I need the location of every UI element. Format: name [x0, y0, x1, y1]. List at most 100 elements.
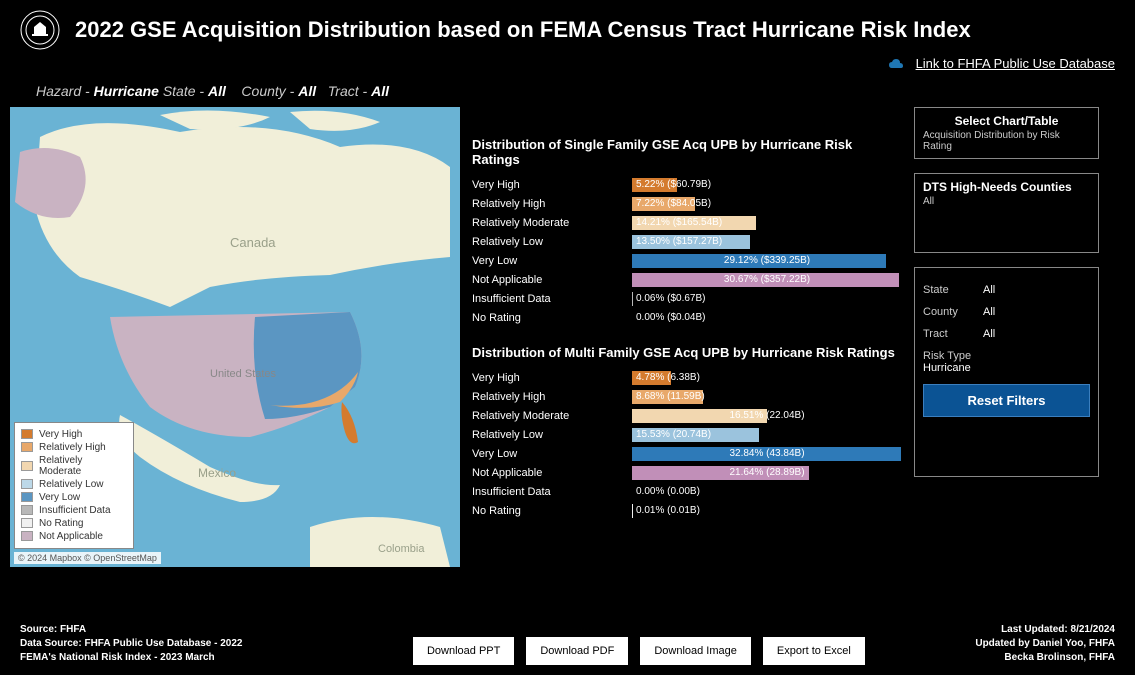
- bar-label: Very Low: [472, 255, 632, 267]
- hazard-value: Hurricane: [94, 83, 159, 99]
- header: 2022 GSE Acquisition Distribution based …: [0, 0, 1135, 50]
- export-excel-button[interactable]: Export to Excel: [763, 637, 865, 665]
- bar-row[interactable]: Not Applicable30.67% ($357.22B): [472, 272, 902, 289]
- county-value: All: [298, 83, 316, 99]
- download-image-button[interactable]: Download Image: [640, 637, 751, 665]
- map-label-colombia: Colombia: [378, 543, 425, 555]
- bar-value-text: 15.53% (20.74B): [636, 428, 711, 442]
- bar-label: Very High: [472, 372, 632, 384]
- bar-value-text: 0.00% (0.00B): [636, 485, 700, 499]
- dts-panel[interactable]: DTS High-Needs Counties All: [914, 173, 1099, 253]
- filter-state[interactable]: State All: [923, 284, 1090, 296]
- chart-multi-family: Distribution of Multi Family GSE Acq UPB…: [472, 345, 902, 520]
- filter-county[interactable]: County All: [923, 306, 1090, 318]
- map-column: Canada United States Mexico Colombia Ver…: [10, 107, 460, 567]
- bar-row[interactable]: Insufficient Data 0.00% (0.00B): [472, 484, 902, 501]
- bar-value-text: 0.00% ($0.04B): [636, 311, 706, 325]
- bar-label: Relatively Moderate: [472, 410, 632, 422]
- bar-track: 0.00% (0.00B): [632, 485, 902, 499]
- download-pdf-button[interactable]: Download PDF: [526, 637, 628, 665]
- bar-row[interactable]: No Rating0.01% (0.01B): [472, 503, 902, 520]
- select-chart-panel[interactable]: Select Chart/Table Acquisition Distribut…: [914, 107, 1099, 159]
- bar-track: 16.51% (22.04B): [632, 409, 902, 423]
- updated-line-2: Updated by Daniel Yoo, FHFA: [975, 637, 1115, 651]
- bar-track: 13.50% ($157.27B): [632, 235, 902, 249]
- bar-value-text: 7.22% ($84.05B): [636, 197, 711, 211]
- filter-tract[interactable]: Tract All: [923, 328, 1090, 340]
- bar-row[interactable]: Very High 4.78% (6.38B): [472, 370, 902, 387]
- bar-row[interactable]: Very Low32.84% (43.84B): [472, 446, 902, 463]
- bar-track: 30.67% ($357.22B): [632, 273, 902, 287]
- state-label: State -: [163, 83, 204, 99]
- bar-row[interactable]: Insufficient Data 0.06% ($0.67B): [472, 291, 902, 308]
- footer: Source: FHFA Data Source: FHFA Public Us…: [0, 623, 1135, 665]
- bar-value-text: 32.84% (43.84B): [729, 447, 804, 461]
- map-label-canada: Canada: [230, 235, 276, 250]
- bar-label: Relatively High: [472, 198, 632, 210]
- select-chart-title: Select Chart/Table: [923, 114, 1090, 128]
- bar-value-text: 8.68% (11.59B): [636, 390, 705, 404]
- legend-swatch: [21, 531, 33, 541]
- map-attribution: © 2024 Mapbox © OpenStreetMap: [14, 552, 161, 564]
- legend-item: Not Applicable: [21, 531, 127, 542]
- bar-row[interactable]: Very Low 29.12% ($339.25B): [472, 253, 902, 270]
- filters-panel: State All County All Tract All Risk Type…: [914, 267, 1099, 477]
- bar-label: Not Applicable: [472, 274, 632, 286]
- legend-label: No Rating: [39, 518, 83, 529]
- bar-label: Relatively Low: [472, 236, 632, 248]
- county-label: County -: [241, 83, 294, 99]
- bar-track: 7.22% ($84.05B): [632, 197, 902, 211]
- dts-title: DTS High-Needs Counties: [923, 180, 1090, 194]
- bar-track: 0.06% ($0.67B): [632, 292, 902, 306]
- bar-row[interactable]: Very High5.22% ($60.79B): [472, 177, 902, 194]
- database-link[interactable]: Link to FHFA Public Use Database: [916, 56, 1115, 71]
- bar-label: No Rating: [472, 505, 632, 517]
- bar-row[interactable]: Relatively Moderate16.51% (22.04B): [472, 408, 902, 425]
- legend-item: Relatively High: [21, 442, 127, 453]
- bar-value-text: 4.78% (6.38B): [636, 371, 700, 385]
- legend-swatch: [21, 492, 33, 502]
- legend-item: Relatively Moderate: [21, 455, 127, 477]
- database-link-row: Link to FHFA Public Use Database: [0, 50, 1135, 73]
- side-column: Select Chart/Table Acquisition Distribut…: [914, 107, 1099, 567]
- bar-row[interactable]: Relatively Low 15.53% (20.74B): [472, 427, 902, 444]
- bar-value-text: 29.12% ($339.25B): [724, 254, 810, 268]
- legend-label: Very Low: [39, 492, 80, 503]
- hazard-label: Hazard -: [36, 83, 90, 99]
- source-line-2: Data Source: FHFA Public Use Database - …: [20, 637, 243, 651]
- state-value: All: [208, 83, 226, 99]
- chart1-title: Distribution of Single Family GSE Acq UP…: [472, 137, 902, 167]
- map[interactable]: Canada United States Mexico Colombia Ver…: [10, 107, 460, 567]
- bar-row[interactable]: Relatively Low13.50% ($157.27B): [472, 234, 902, 251]
- legend-swatch: [21, 429, 33, 439]
- legend-swatch: [21, 505, 33, 515]
- chart2-title: Distribution of Multi Family GSE Acq UPB…: [472, 345, 902, 360]
- tract-label: Tract -: [328, 83, 367, 99]
- bar-row[interactable]: Relatively High 7.22% ($84.05B): [472, 196, 902, 213]
- bar-track: 29.12% ($339.25B): [632, 254, 902, 268]
- reset-filters-button[interactable]: Reset Filters: [923, 384, 1090, 417]
- bar-row[interactable]: Not Applicable21.64% (28.89B): [472, 465, 902, 482]
- breadcrumb: Hazard - Hurricane State - All County - …: [0, 73, 1135, 107]
- bar-label: Insufficient Data: [472, 293, 632, 305]
- legend-label: Not Applicable: [39, 531, 103, 542]
- bar-label: Insufficient Data: [472, 486, 632, 498]
- chart-single-family: Distribution of Single Family GSE Acq UP…: [472, 137, 902, 327]
- legend-label: Relatively Low: [39, 479, 103, 490]
- bar-track: 8.68% (11.59B): [632, 390, 902, 404]
- bar-label: Not Applicable: [472, 467, 632, 479]
- bar-row[interactable]: Relatively High8.68% (11.59B): [472, 389, 902, 406]
- bar-row[interactable]: Relatively Moderate14.21% ($165.54B): [472, 215, 902, 232]
- source-line-1: Source: FHFA: [20, 623, 243, 637]
- legend-label: Relatively High: [39, 442, 106, 453]
- filter-risk-type[interactable]: Risk Type Hurricane: [923, 350, 1090, 374]
- bar-track: 5.22% ($60.79B): [632, 178, 902, 192]
- map-label-us: United States: [210, 368, 277, 380]
- bar-value-text: 0.06% ($0.67B): [636, 292, 706, 306]
- bar-row[interactable]: No Rating0.00% ($0.04B): [472, 310, 902, 327]
- legend-label: Insufficient Data: [39, 505, 111, 516]
- bar-track: 4.78% (6.38B): [632, 371, 902, 385]
- bar-label: Relatively Low: [472, 429, 632, 441]
- dts-value: All: [923, 196, 1090, 207]
- download-ppt-button[interactable]: Download PPT: [413, 637, 514, 665]
